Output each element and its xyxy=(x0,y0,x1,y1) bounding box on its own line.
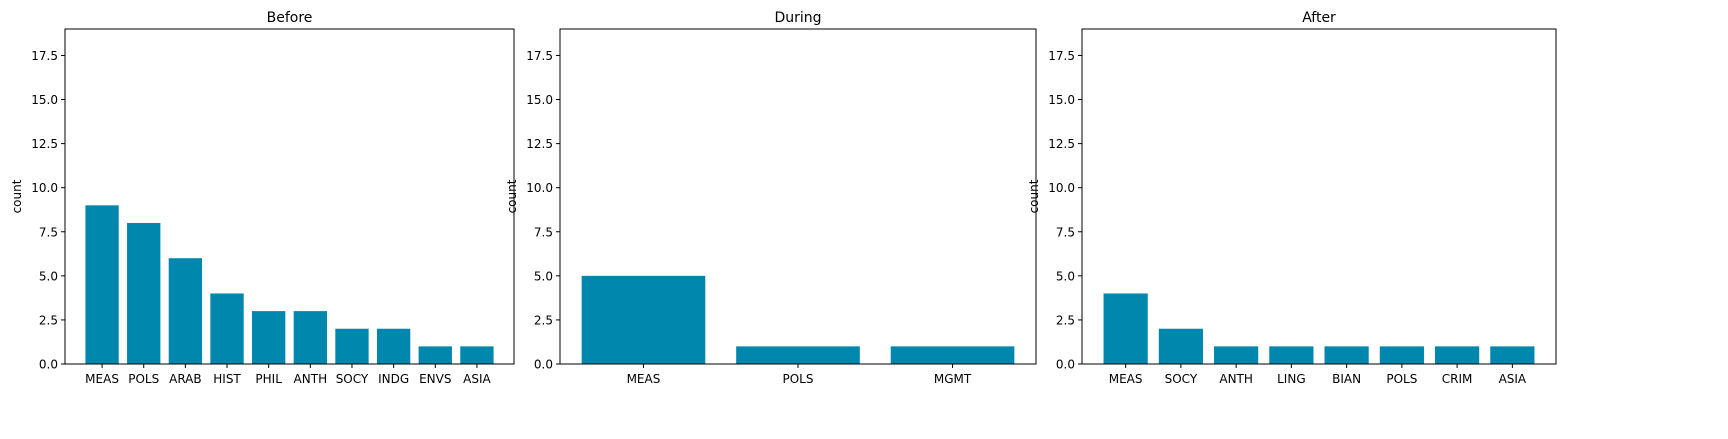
axes-frame xyxy=(559,28,1037,365)
bar-ling xyxy=(1269,346,1314,364)
x-tick-label: MGMT xyxy=(934,372,972,386)
y-tick-label: 0.0 xyxy=(1056,358,1075,372)
y-tick-label: 10.0 xyxy=(526,181,553,195)
y-tick-label: 2.5 xyxy=(39,313,58,327)
bar-pols xyxy=(736,346,860,364)
x-tick-label: ASIA xyxy=(1499,372,1527,386)
bar-pols xyxy=(127,222,161,364)
y-tick-label: 7.5 xyxy=(39,225,58,239)
bar-pols xyxy=(1379,346,1424,364)
bar-crim xyxy=(1435,346,1480,364)
axes-frame xyxy=(1081,28,1557,365)
x-tick-label: ANTH xyxy=(294,372,328,386)
x-tick-label: BIAN xyxy=(1332,372,1361,386)
chart-panel-during: MEAS POLS MGMT 0.0 2.5 5.0 7.5 10.0 12.5 15.0 17.5… xyxy=(505,10,1037,386)
bar-anth xyxy=(1214,346,1259,364)
bar-mgmt xyxy=(890,346,1015,364)
x-tick-label: ARAB xyxy=(169,372,202,386)
y-tick-label: 12.5 xyxy=(1048,137,1075,151)
chart-title: Before xyxy=(267,10,313,26)
bar-envs xyxy=(418,346,452,364)
bar-meas xyxy=(581,275,706,364)
y-tick-label: 5.0 xyxy=(39,269,58,283)
bar-asia xyxy=(1490,346,1535,364)
y-tick-label: 17.5 xyxy=(1048,49,1075,63)
bar-socy xyxy=(335,328,369,364)
x-tick-label: LING xyxy=(1277,372,1306,386)
x-tick-label: ASIA xyxy=(463,372,491,386)
x-tick-label: MEAS xyxy=(85,372,119,386)
x-tick-label: ENVS xyxy=(419,372,451,386)
x-tick-label: ANTH xyxy=(1219,372,1253,386)
x-tick-label: SOCY xyxy=(1165,372,1198,386)
x-tick-label: MEAS xyxy=(627,372,661,386)
bar-meas xyxy=(1103,293,1148,364)
bar-meas xyxy=(85,205,119,364)
y-tick-label: 12.5 xyxy=(31,137,58,151)
y-tick-label: 17.5 xyxy=(31,49,58,63)
y-axis-label: count xyxy=(505,179,519,213)
bar-arab xyxy=(168,258,203,364)
chart-title: During xyxy=(774,10,821,26)
bar-hist xyxy=(210,293,244,364)
y-tick-label: 15.0 xyxy=(1048,93,1075,107)
y-tick-label: 7.5 xyxy=(1056,225,1075,239)
x-tick-label: CRIM xyxy=(1442,372,1473,386)
x-tick-label: HIST xyxy=(213,372,241,386)
y-tick-label: 10.0 xyxy=(31,181,58,195)
y-tick-label: 2.5 xyxy=(1056,313,1075,327)
y-tick-label: 5.0 xyxy=(1056,269,1075,283)
bar-anth xyxy=(293,311,327,364)
x-tick-label: POLS xyxy=(1386,372,1417,386)
bar-asia xyxy=(460,346,494,364)
x-tick-label: PHIL xyxy=(255,372,282,386)
y-tick-label: 2.5 xyxy=(534,313,553,327)
y-axis-label: count xyxy=(1027,179,1041,213)
bar-indg xyxy=(376,328,411,364)
y-tick-label: 10.0 xyxy=(1048,181,1075,195)
x-tick-label: SOCY xyxy=(336,372,369,386)
chart-title: After xyxy=(1302,10,1336,26)
chart-panel-before: MEAS POLS ARAB HIST PHIL ANTH SOCY INDG ENVS ASIA… xyxy=(10,10,515,386)
chart-panel-after: MEAS SOCY ANTH LING BIAN POLS CRIM ASIA 0.0 2.5 5.… xyxy=(1027,10,1557,386)
y-tick-label: 5.0 xyxy=(534,269,553,283)
bar-socy xyxy=(1158,328,1203,364)
axes-frame xyxy=(64,28,515,365)
bar-phil xyxy=(252,311,286,364)
y-tick-label: 15.0 xyxy=(31,93,58,107)
bar-bian xyxy=(1324,346,1369,364)
x-tick-label: MEAS xyxy=(1109,372,1143,386)
y-tick-label: 17.5 xyxy=(526,49,553,63)
y-tick-label: 12.5 xyxy=(526,137,553,151)
y-tick-label: 15.0 xyxy=(526,93,553,107)
x-tick-label: INDG xyxy=(378,372,409,386)
x-tick-label: POLS xyxy=(128,372,159,386)
y-axis-label: count xyxy=(10,179,24,213)
y-tick-label: 0.0 xyxy=(534,358,553,372)
y-tick-label: 7.5 xyxy=(534,225,553,239)
y-tick-label: 0.0 xyxy=(39,358,58,372)
x-tick-label: POLS xyxy=(783,372,814,386)
